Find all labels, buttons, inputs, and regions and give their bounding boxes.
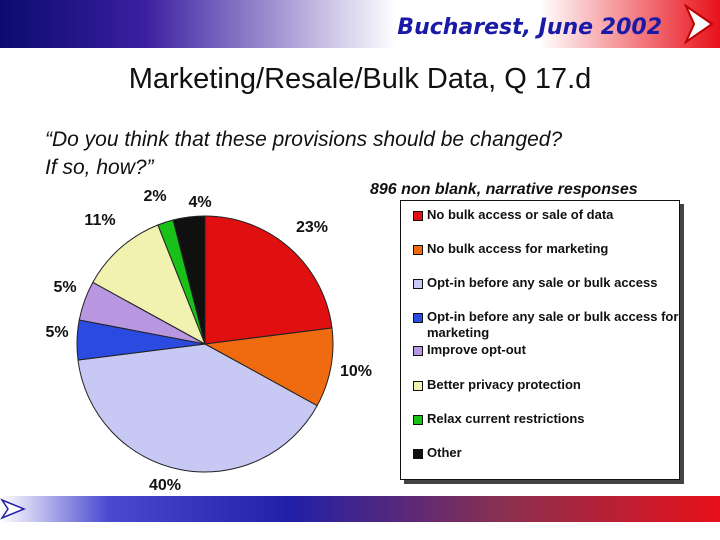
legend-item-2: No bulk access for marketing xyxy=(413,241,608,257)
legend-label-7: Relax current restrictions xyxy=(427,411,585,426)
legend-swatch-5 xyxy=(413,346,423,356)
legend-label-2: No bulk access for marketing xyxy=(427,241,609,256)
header-title: Bucharest, June 2002 xyxy=(397,15,662,40)
footer-bar xyxy=(0,496,720,522)
legend-label-8: Other xyxy=(427,445,462,460)
legend-item-7: Relax current restrictions xyxy=(413,411,585,427)
pie-slice-label-6: 11% xyxy=(84,212,115,229)
pie-slice-label-7: 2% xyxy=(143,188,166,205)
question-line-2: If so, how?” xyxy=(45,156,154,179)
legend-label-1: No bulk access or sale of data xyxy=(427,207,614,222)
legend-label-6: Better privacy protection xyxy=(427,377,581,392)
legend-label-4: Opt-in before any sale or bulk access fo… xyxy=(427,309,679,340)
legend-swatch-8 xyxy=(413,449,423,459)
pie-slice-6 xyxy=(92,224,206,346)
legend-label-5: Improve opt-out xyxy=(427,342,526,357)
legend-swatch-7 xyxy=(413,415,423,425)
pie-slice-label-8: 4% xyxy=(188,194,211,211)
pie-slice-label-4: 5% xyxy=(45,324,68,341)
pie-slice-2 xyxy=(203,327,334,407)
legend-swatch-4 xyxy=(413,313,423,323)
question-text: “Do you think that these provisions shou… xyxy=(45,126,562,182)
chart-legend: No bulk access or sale of data No bulk ac… xyxy=(400,200,680,480)
responses-note: 896 non blank, narrative responses xyxy=(370,181,638,198)
legend-item-6: Better privacy protection xyxy=(413,377,581,393)
legend-item-8: Other xyxy=(413,445,462,461)
pie-slice-label-5: 5% xyxy=(53,279,76,296)
arrow-right-icon xyxy=(684,4,714,44)
pie-slice-label-2: 10% xyxy=(340,363,372,380)
legend-swatch-1 xyxy=(413,211,423,221)
pie-slice-1 xyxy=(204,215,333,345)
pie-slice-8 xyxy=(172,215,206,345)
pie-slice-label-3: 40% xyxy=(149,477,181,494)
slide-title: Marketing/Resale/Bulk Data, Q 17.d xyxy=(128,63,592,95)
pie-slice-label-1: 23% xyxy=(296,219,328,236)
legend-label-3: Opt-in before any sale or bulk access xyxy=(427,275,658,290)
legend-item-5: Improve opt-out xyxy=(413,342,526,358)
legend-swatch-2 xyxy=(413,245,423,255)
header-bar xyxy=(0,0,720,48)
legend-swatch-3 xyxy=(413,279,423,289)
pie-slice-3 xyxy=(77,343,318,473)
legend-item-3: Opt-in before any sale or bulk access xyxy=(413,275,657,291)
legend-swatch-6 xyxy=(413,381,423,391)
legend-item-1: No bulk access or sale of data xyxy=(413,207,613,223)
question-line-1: “Do you think that these provisions shou… xyxy=(45,128,563,151)
legend-item-4: Opt-in before any sale or bulk access fo… xyxy=(413,309,697,341)
arrow-right-icon xyxy=(0,498,26,520)
